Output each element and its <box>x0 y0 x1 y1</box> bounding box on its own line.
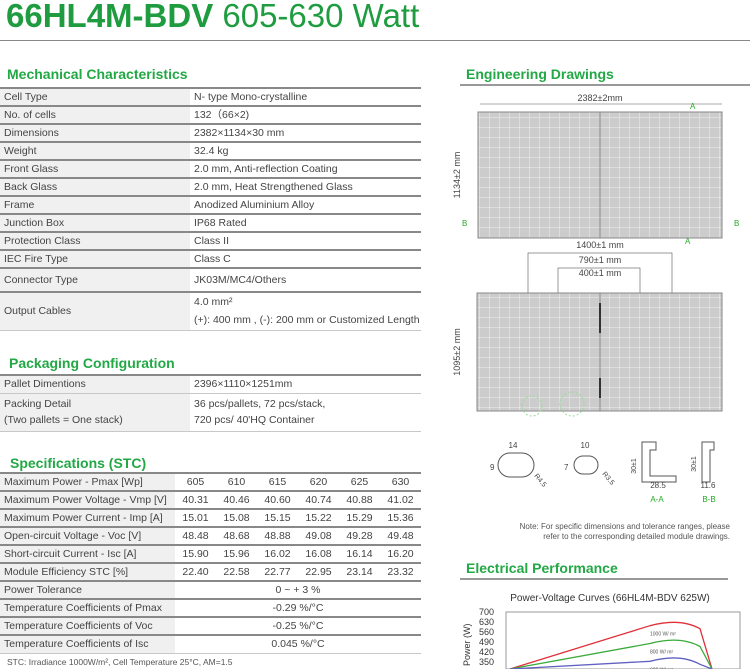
svg-text:790±1 mm: 790±1 mm <box>579 255 621 265</box>
divider <box>460 578 728 580</box>
table-row: Temperature Coefficients of Voc -0.25 %/°… <box>0 616 421 636</box>
drawing-note: Note: For specific dimensions and tolera… <box>519 522 730 541</box>
stc-note: STC: Irradiance 1000W/m², Cell Temperatu… <box>7 657 233 667</box>
y-tick-label: 700 <box>479 607 494 617</box>
module-drawing: 2382±2mm A 1134±2 mm B B A 1400±1 mm 790… <box>452 93 739 417</box>
table-row: Short-circuit Current - Isc [A] 15.90 15.9… <box>0 544 421 564</box>
svg-text:A: A <box>685 237 691 246</box>
table-row: Back Glass 2.0 mm, Heat Strengthened Glas… <box>0 177 421 197</box>
table-row: Frame Anodized Aluminium Alloy <box>0 195 421 215</box>
packaging-title: Packaging Configuration <box>9 355 175 371</box>
svg-text:1134±2 mm: 1134±2 mm <box>452 152 462 199</box>
table-row: Maximum Power - Pmax [Wp] 605 610 615 620 625… <box>0 472 421 492</box>
table-row: Front Glass 2.0 mm, Anti-reflection Coati… <box>0 159 421 179</box>
series-label: 800 W/ m² <box>650 650 673 656</box>
mechanical-table: Cell Type N- type Mono-crystalline No. of … <box>0 87 421 331</box>
page-title: 66HL4M-BDV 605-630 Watt <box>6 0 420 34</box>
y-tick-label: 560 <box>479 627 494 637</box>
table-row: Maximum Power Voltage - Vmp [V] 40.31 40.4… <box>0 490 421 510</box>
svg-text:7: 7 <box>564 463 569 472</box>
divider <box>0 40 750 41</box>
svg-text:30±1: 30±1 <box>631 458 638 474</box>
svg-text:B: B <box>462 219 467 228</box>
y-axis-label: Power (W) <box>462 623 472 666</box>
table-row: Cell Type N- type Mono-crystalline <box>0 87 421 107</box>
section-details: 14 9 R4.5 10 7 R3.5 30±1 28.5 30±1 11.6 … <box>490 441 717 504</box>
svg-text:R3.5: R3.5 <box>600 471 615 487</box>
svg-text:28.5: 28.5 <box>650 481 666 490</box>
chart-title: Power-Voltage Curves (66HL4M-BDV 625W) <box>510 593 710 604</box>
svg-text:9: 9 <box>490 463 495 472</box>
y-tick-label: 630 <box>479 617 494 627</box>
svg-text:14: 14 <box>509 441 518 450</box>
table-row: Power Tolerance 0 ~ + 3 % <box>0 580 421 600</box>
table-row: Protection Class Class II <box>0 231 421 251</box>
packaging-table: Pallet Dimentions 2396×1110×1251mm Packin… <box>0 374 421 432</box>
svg-text:R4.5: R4.5 <box>532 473 547 489</box>
plot-area <box>505 611 741 669</box>
specs-title: Specifications (STC) <box>10 455 147 471</box>
svg-text:11.6: 11.6 <box>701 481 717 490</box>
table-row: Maximum Power Current - Imp [A] 15.01 15.0… <box>0 508 421 528</box>
svg-text:10: 10 <box>581 441 590 450</box>
table-row: Weight 32.4 kg <box>0 141 421 161</box>
svg-text:400±1 mm: 400±1 mm <box>579 268 621 278</box>
table-row: Module Efficiency STC [%] 22.40 22.58 22.77… <box>0 562 421 582</box>
svg-text:2382±2mm: 2382±2mm <box>578 93 623 103</box>
table-row: Temperature Coefficients of Pmax -0.29 %/… <box>0 598 421 618</box>
table-row: Output Cables 4.0 mm² (+): 400 mm , (-): 2… <box>0 291 421 331</box>
table-row: Pallet Dimentions 2396×1110×1251mm <box>0 374 421 394</box>
divider <box>460 84 750 86</box>
y-tick-label: 420 <box>479 647 494 657</box>
mechanical-title: Mechanical Characteristics <box>7 66 188 82</box>
table-row: Packing Detail (Two pallets = One stack) 3… <box>0 393 421 432</box>
drawings-title: Engineering Drawings <box>466 66 614 82</box>
table-row: Junction Box IP68 Rated <box>0 213 421 233</box>
svg-text:A-A: A-A <box>650 495 664 504</box>
table-row: Connector Type JK03M/MC4/Others <box>0 267 421 293</box>
table-row: No. of cells 132（66×2) <box>0 105 421 125</box>
table-row: Temperature Coefficients of Isc 0.045 %/°… <box>0 634 421 654</box>
specs-table: Maximum Power - Pmax [Wp] 605 610 615 620 625… <box>0 472 421 654</box>
series-label: 1000 W/ m² <box>650 632 676 638</box>
series-line <box>509 657 713 669</box>
series-label: 600 W/ m² <box>650 667 673 669</box>
svg-text:B: B <box>734 219 739 228</box>
svg-text:1400±1 mm: 1400±1 mm <box>576 240 623 250</box>
svg-text:B-B: B-B <box>702 495 715 504</box>
svg-text:A: A <box>690 102 696 111</box>
series-line <box>509 621 713 669</box>
series-line <box>509 639 713 669</box>
electrical-title: Electrical Performance <box>466 560 618 576</box>
table-row: Dimensions 2382×1134×30 mm <box>0 123 421 143</box>
y-tick-label: 350 <box>479 657 494 667</box>
y-tick-label: 490 <box>479 637 494 647</box>
table-row: Open-circuit Voltage - Voc [V] 48.48 48.68… <box>0 526 421 546</box>
svg-text:1095±2 mm: 1095±2 mm <box>452 328 462 375</box>
svg-text:30±1: 30±1 <box>691 456 698 472</box>
table-row: IEC Fire Type Class C <box>0 249 421 269</box>
